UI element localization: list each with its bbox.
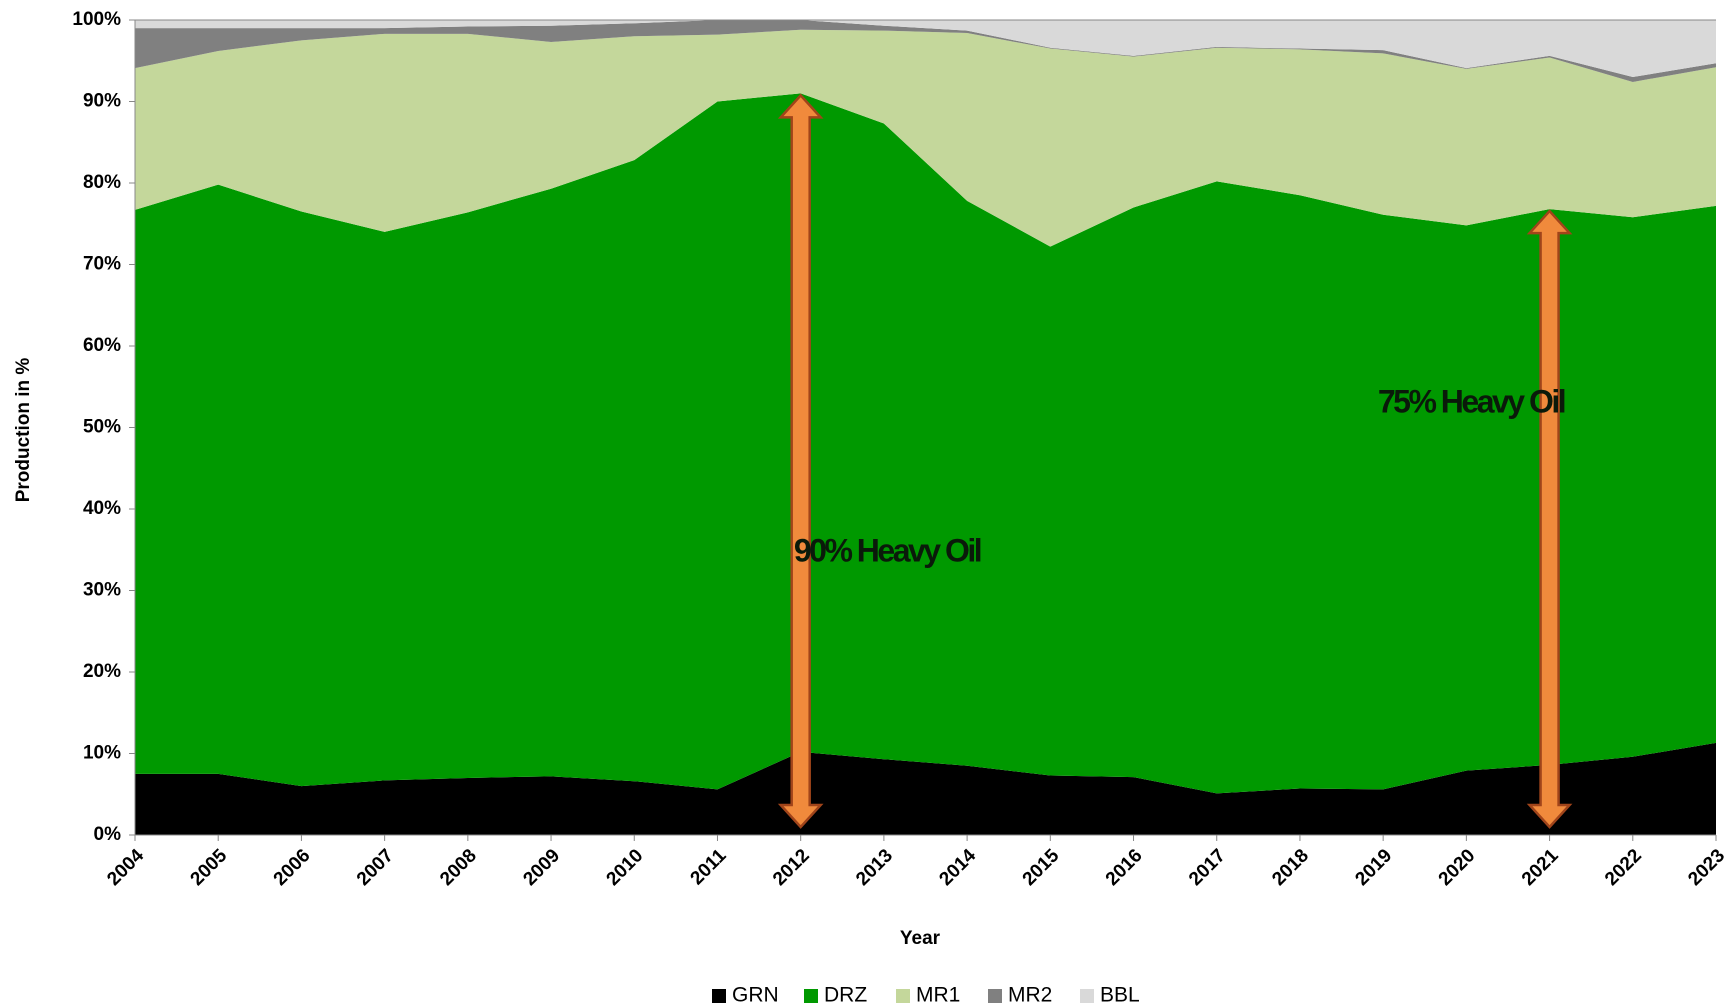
y-tick-label: 10% xyxy=(83,743,121,764)
x-axis-label: Year xyxy=(900,928,941,949)
x-tick-label: 2019 xyxy=(1351,845,1396,890)
x-tick-label: 2020 xyxy=(1435,845,1480,890)
legend-swatch xyxy=(896,989,910,1003)
y-tick-label: 30% xyxy=(83,580,121,601)
x-tick-label: 2008 xyxy=(436,845,481,890)
x-tick-label: 2012 xyxy=(769,845,814,890)
legend-swatch xyxy=(1080,989,1094,1003)
area xyxy=(135,20,1716,82)
x-tick-label: 2005 xyxy=(187,845,232,890)
x-tick-label: 2014 xyxy=(935,845,980,890)
legend-label: GRN xyxy=(732,984,779,1006)
y-tick-label: 90% xyxy=(83,91,121,112)
arrow xyxy=(777,93,824,829)
legend-label: BBL xyxy=(1100,984,1140,1006)
y-tick-label: 20% xyxy=(83,661,121,682)
legend-swatch xyxy=(804,989,818,1003)
arrow xyxy=(1526,209,1573,829)
area xyxy=(135,20,1716,78)
x-tick-label: 2007 xyxy=(353,845,398,890)
y-tick-label: 80% xyxy=(83,172,121,193)
x-tick-label: 2006 xyxy=(270,845,315,890)
x-tick-label: 2016 xyxy=(1102,845,1147,890)
y-tick-label: 0% xyxy=(94,824,122,845)
legend-label: DRZ xyxy=(824,984,867,1006)
x-tick-label: 2009 xyxy=(519,845,564,890)
x-tick-label: 2022 xyxy=(1601,845,1646,890)
x-tick-label: 2010 xyxy=(603,845,648,890)
area xyxy=(135,93,1716,794)
x-tick-label: 2004 xyxy=(103,845,148,890)
y-tick-label: 40% xyxy=(83,498,121,519)
legend-label: MR2 xyxy=(1008,984,1052,1006)
annotation: 75% Heavy Oil xyxy=(1378,383,1565,419)
x-tick-label: 2015 xyxy=(1019,845,1064,890)
y-tick-label: 60% xyxy=(83,335,121,356)
legend-swatch xyxy=(712,989,726,1003)
legend-label: MR1 xyxy=(916,984,960,1006)
x-tick-label: 2023 xyxy=(1684,845,1725,890)
y-axis-label: Production in % xyxy=(13,358,34,503)
x-tick-label: 2011 xyxy=(687,845,731,889)
area xyxy=(135,29,1716,247)
x-tick-label: 2021 xyxy=(1518,845,1563,890)
annotation: 90% Heavy Oil xyxy=(794,532,981,568)
x-tick-label: 2017 xyxy=(1185,845,1230,890)
y-tick-label: 50% xyxy=(83,417,121,438)
x-tick-label: 2013 xyxy=(852,845,897,890)
y-tick-label: 100% xyxy=(72,9,121,30)
area xyxy=(135,742,1716,835)
legend-swatch xyxy=(988,989,1002,1003)
x-tick-label: 2018 xyxy=(1268,845,1313,890)
y-tick-label: 70% xyxy=(83,254,121,275)
